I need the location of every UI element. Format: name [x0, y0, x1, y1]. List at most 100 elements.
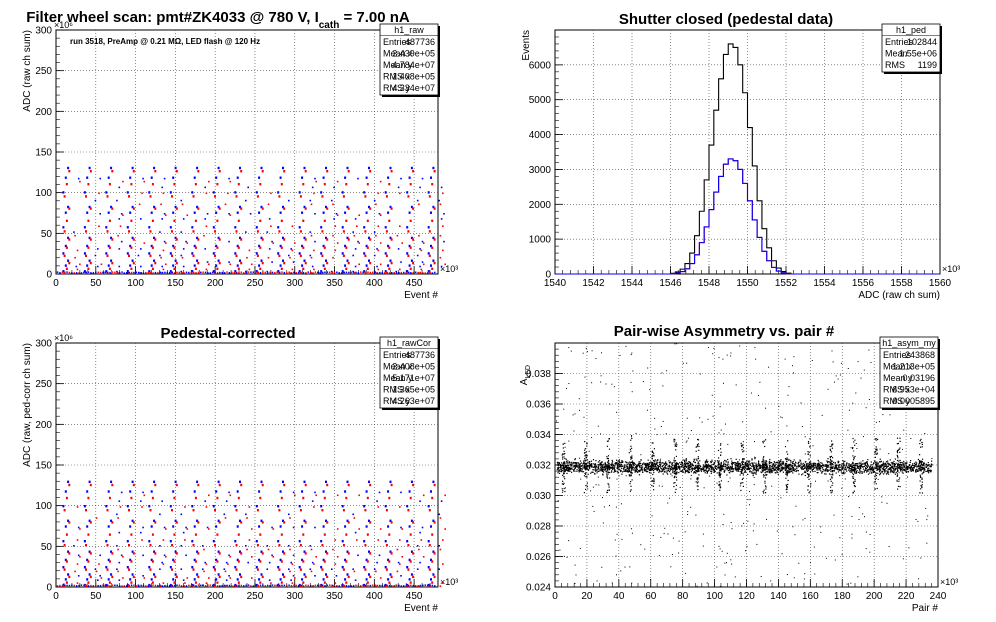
- data-point: [652, 461, 654, 464]
- baseline-point: [338, 272, 340, 274]
- data-point: [173, 219, 176, 222]
- data-point: [664, 462, 666, 464]
- data-point: [228, 177, 230, 180]
- data-point: [280, 496, 283, 500]
- data-point: [67, 519, 70, 522]
- data-point: [843, 473, 845, 475]
- data-point: [905, 471, 907, 473]
- data-point: [294, 577, 296, 579]
- stats-key: RMS: [885, 60, 905, 70]
- data-point: [677, 463, 679, 465]
- data-point: [185, 526, 187, 529]
- data-point: [636, 468, 638, 470]
- baseline-point: [219, 271, 221, 274]
- data-point: [702, 466, 704, 468]
- baseline-point: [321, 584, 324, 586]
- data-point: [282, 573, 284, 576]
- data-point: [791, 470, 793, 472]
- data-point: [217, 519, 220, 522]
- data-point: [817, 467, 819, 469]
- data-point: [830, 474, 832, 476]
- data-point: [739, 465, 741, 467]
- data-point: [228, 491, 230, 494]
- data-point: [401, 528, 403, 530]
- data-point: [150, 176, 153, 179]
- data-point: [180, 254, 183, 257]
- data-point: [809, 468, 811, 470]
- spike-point: [584, 449, 586, 451]
- data-point: [410, 519, 413, 522]
- baseline-point: [395, 584, 398, 587]
- data-point: [143, 242, 146, 244]
- data-point: [762, 466, 764, 468]
- baseline-point: [152, 272, 154, 274]
- data-point: [111, 483, 114, 487]
- data-point: [438, 199, 440, 202]
- data-point: [837, 471, 840, 473]
- data-point: [184, 506, 186, 508]
- data-point: [431, 581, 434, 584]
- data-point: [314, 575, 316, 577]
- data-point: [111, 207, 114, 210]
- data-point: [140, 218, 142, 220]
- data-point: [268, 218, 271, 220]
- data-point: [776, 470, 778, 472]
- data-point: [240, 552, 243, 555]
- data-point: [163, 177, 166, 180]
- data-point: [292, 575, 295, 577]
- data-point: [751, 471, 753, 473]
- data-point: [586, 459, 589, 461]
- data-point: [677, 466, 679, 469]
- data-point: [89, 238, 92, 241]
- data-point: [130, 219, 133, 222]
- data-point: [793, 470, 795, 472]
- baseline-point: [269, 584, 271, 587]
- data-point: [567, 469, 569, 471]
- data-point: [607, 461, 609, 463]
- data-point: [345, 267, 348, 270]
- data-point: [612, 463, 614, 465]
- data-point: [637, 471, 639, 473]
- data-point: [726, 469, 728, 471]
- data-point: [197, 238, 200, 241]
- data-point: [638, 474, 641, 476]
- spike-point: [563, 450, 565, 452]
- data-point: [647, 459, 649, 461]
- data-point: [739, 474, 741, 476]
- data-point: [817, 459, 819, 461]
- data-point: [237, 267, 240, 270]
- data-point: [131, 166, 134, 170]
- data-point: [725, 464, 727, 466]
- baseline-point: [231, 585, 233, 587]
- data-point: [217, 205, 220, 209]
- data-point: [180, 568, 183, 570]
- baseline-point: [333, 584, 336, 587]
- data-point: [722, 468, 724, 470]
- stats-key: RMS x: [383, 72, 411, 82]
- data-point: [153, 259, 156, 262]
- data-point: [723, 471, 725, 473]
- data-point: [196, 480, 199, 483]
- data-point: [279, 558, 282, 562]
- data-point: [871, 464, 873, 466]
- data-point: [353, 570, 356, 573]
- data-point: [762, 460, 764, 462]
- spike-point: [608, 466, 610, 468]
- data-point: [705, 464, 707, 466]
- data-point: [888, 473, 890, 475]
- data-point: [421, 526, 424, 529]
- data-point: [556, 469, 558, 471]
- data-point: [126, 566, 129, 569]
- data-point: [860, 470, 862, 472]
- x-tick-label: 150: [167, 278, 184, 289]
- data-point: [851, 470, 853, 472]
- data-point: [85, 568, 87, 571]
- data-point: [377, 249, 380, 252]
- data-point: [366, 496, 369, 500]
- data-point: [365, 525, 368, 528]
- baseline-point: [166, 271, 169, 274]
- data-point: [427, 270, 430, 273]
- data-point: [203, 548, 205, 551]
- data-point: [769, 470, 771, 472]
